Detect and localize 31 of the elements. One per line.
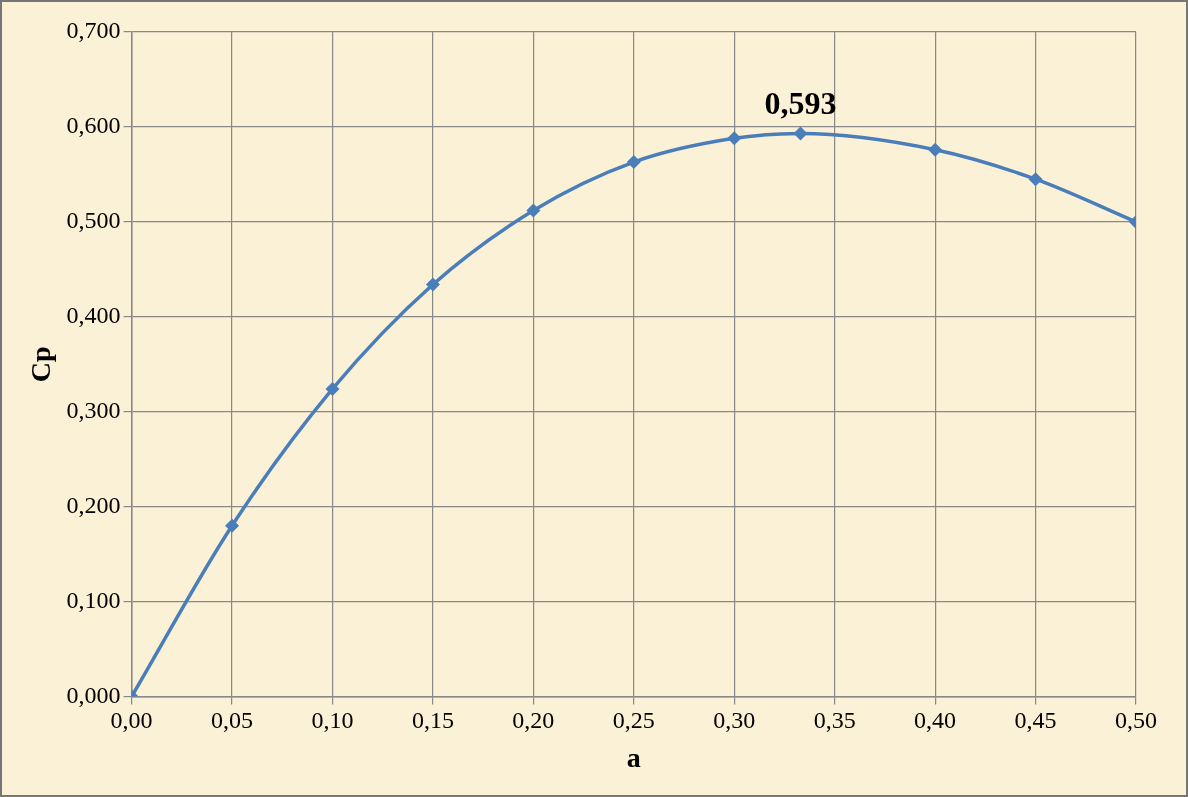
point (626, 155, 641, 170)
annotation: 0,593 (764, 84, 837, 121)
x-tick-label: 0,10 (311, 707, 354, 734)
y-tick-label: 0,700 (66, 17, 121, 44)
x-axis-title: a (626, 742, 641, 774)
point (425, 277, 440, 292)
x-tick-label: 0,25 (612, 707, 655, 734)
point (225, 518, 240, 533)
point (928, 142, 943, 157)
x-tick-label: 0,00 (110, 707, 153, 734)
x-tick-label: 0,05 (211, 707, 254, 734)
point (526, 203, 541, 218)
x-tick-label: 0,15 (411, 707, 454, 734)
point (793, 126, 808, 141)
y-tick-label: 0,100 (66, 586, 121, 613)
x-tick-label: 0,45 (1014, 707, 1057, 734)
point (727, 131, 742, 146)
x-tick-label: 0,20 (512, 707, 555, 734)
y-tick-label: 0,200 (66, 492, 121, 519)
point (325, 381, 340, 396)
y-tick-label: 0,300 (66, 397, 121, 424)
y-tick-label: 0,000 (66, 681, 121, 708)
x-tick-label: 0,40 (914, 707, 957, 734)
y-tick-label: 0,500 (66, 207, 121, 234)
point (1028, 172, 1043, 187)
y-tick-label: 0,600 (66, 112, 121, 139)
x-tick-label: 0,50 (1115, 707, 1157, 734)
x-tick-label: 0,35 (813, 707, 856, 734)
x-tick-label: 0,30 (713, 707, 756, 734)
y-axis-title: Cp (25, 346, 57, 383)
y-tick-label: 0,400 (66, 302, 121, 329)
